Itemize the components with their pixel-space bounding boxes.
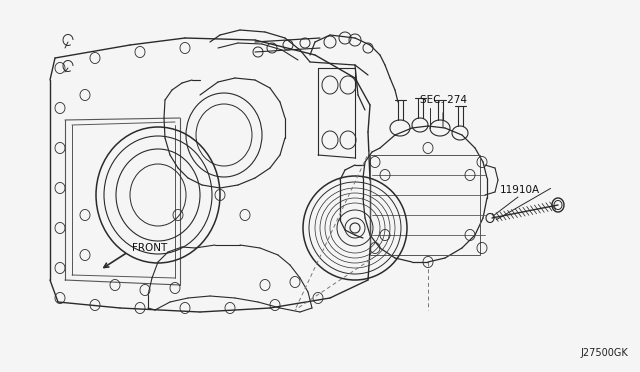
Text: FRONT: FRONT <box>132 243 167 253</box>
Text: 11910A: 11910A <box>500 185 540 195</box>
Text: J27500GK: J27500GK <box>580 348 628 358</box>
Text: SEC. 274: SEC. 274 <box>419 95 467 105</box>
